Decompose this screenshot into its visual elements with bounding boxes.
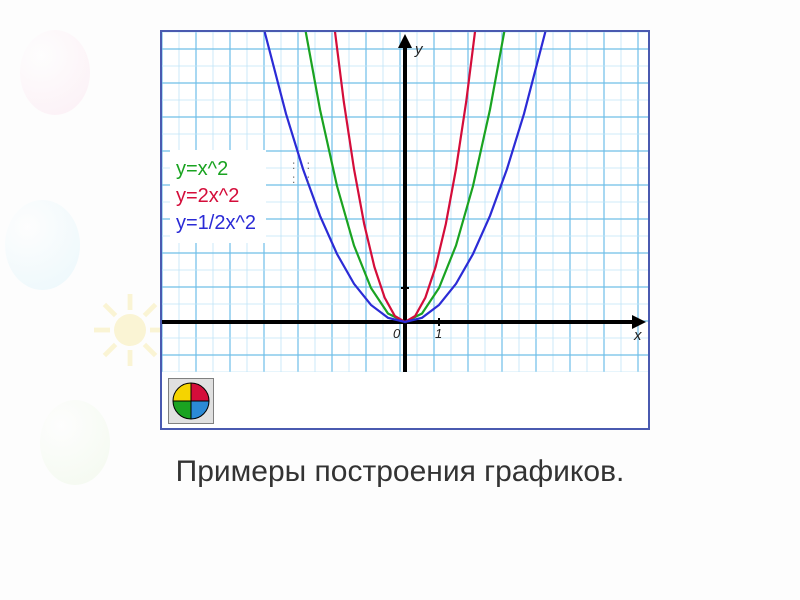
balloon-decor: [5, 200, 80, 290]
balloon-decor: [20, 30, 90, 115]
sun-decor: [90, 290, 170, 370]
svg-text:x: x: [633, 327, 642, 344]
legend-label: y=2x^2: [176, 185, 239, 207]
chart-frame: yx01 : :: : y=x^2 y=2x^2 y=1/2x^2: [160, 30, 650, 430]
legend-label: y=1/2x^2: [176, 212, 256, 234]
svg-text:1: 1: [435, 326, 442, 341]
svg-text:0: 0: [393, 326, 401, 341]
chart-footer-strip: [162, 372, 648, 428]
caption-text: Примеры построения графиков.: [176, 455, 625, 488]
legend-label: y=x^2: [176, 158, 228, 180]
caption: Примеры построения графиков.: [0, 455, 800, 489]
legend-dots: : :: :: [292, 158, 314, 186]
color-picker-icon[interactable]: [168, 378, 214, 424]
legend-item: y=x^2: [176, 156, 256, 183]
legend-item: y=2x^2: [176, 183, 256, 210]
legend: y=x^2 y=2x^2 y=1/2x^2: [170, 150, 266, 243]
legend-item: y=1/2x^2: [176, 210, 256, 237]
